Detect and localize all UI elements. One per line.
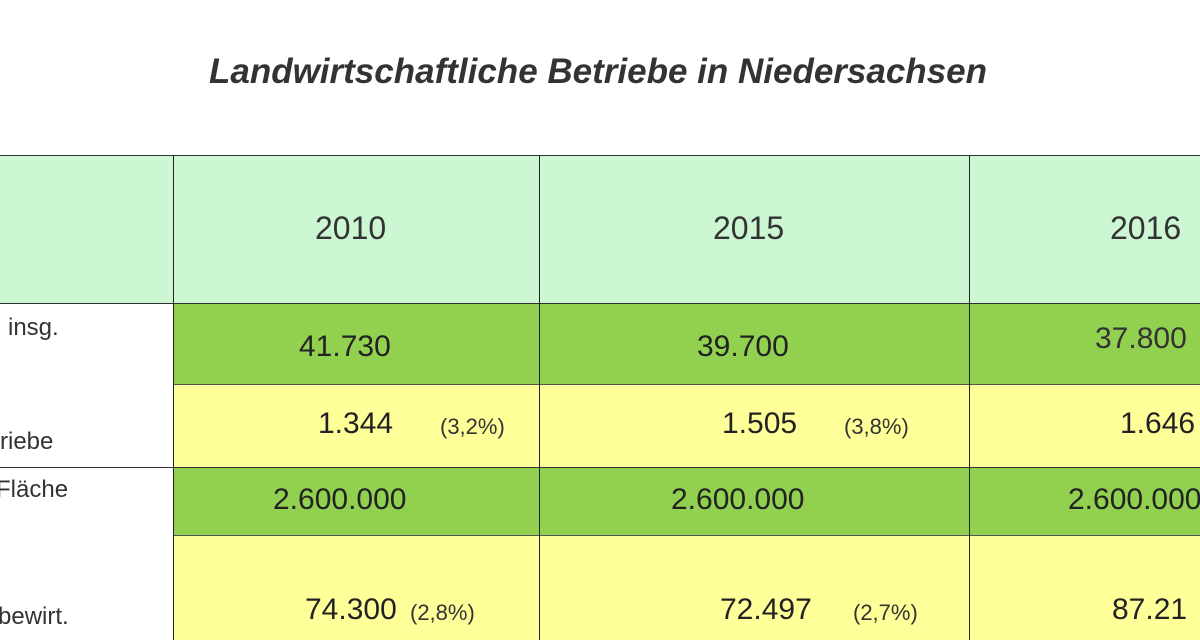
cell-percent: (3,2%) [440, 414, 505, 439]
cell-value: 39.700 [697, 330, 789, 363]
cell-value: 74.300 [305, 593, 397, 626]
year-header: 2015 [713, 210, 785, 246]
divider [0, 303, 1200, 304]
cell-percent: (3,8%) [844, 414, 909, 439]
cell-value: 1.344 [318, 407, 394, 440]
cell-value: 2.600.000 [671, 483, 805, 516]
cell-value: 2.600.000 [1068, 483, 1200, 516]
divider [173, 155, 174, 640]
row-label: riebe [0, 428, 54, 455]
cell-value: 87.21 [1112, 593, 1188, 626]
table-row [173, 384, 1200, 467]
cell-value: 72.497 [720, 593, 812, 626]
page-title: Landwirtschaftliche Betriebe in Niedersa… [208, 52, 987, 91]
divider [0, 155, 1200, 156]
cell-percent: (2,8%) [410, 600, 475, 625]
cell-value: 41.730 [299, 330, 391, 363]
divider [173, 535, 1200, 536]
divider [969, 155, 970, 640]
table-row [173, 303, 1200, 384]
row-label: insg. [8, 314, 59, 341]
row-label: Fläche [0, 476, 69, 503]
cell-value: 2.600.000 [273, 483, 407, 516]
table-row [173, 535, 1200, 640]
year-header: 2010 [315, 210, 387, 246]
year-header: 2016 [1110, 210, 1182, 246]
cell-value: 1.505 [722, 407, 798, 440]
cell-value: 1.646 [1120, 407, 1196, 440]
cell-value: 37.800 [1095, 322, 1187, 355]
header-row [0, 155, 1200, 303]
cell-percent: (2,7%) [853, 600, 918, 625]
divider [539, 155, 540, 640]
divider [0, 467, 1200, 468]
divider [173, 384, 1200, 385]
row-label: bewirt. [0, 603, 69, 630]
table-row [173, 467, 1200, 535]
